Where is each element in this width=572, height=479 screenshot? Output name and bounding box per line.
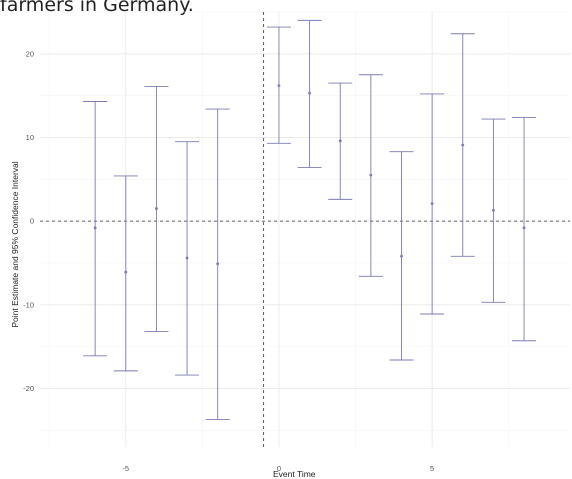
errorbar [420,93,445,315]
reference-lines [40,12,570,447]
errorbar [113,175,138,372]
errorbar [358,74,383,277]
point-estimate [461,143,465,147]
y-tick-label: -20 [23,384,34,393]
point-estimate [522,226,526,230]
x-tick-label: -5 [122,464,129,473]
point-estimate [369,173,373,177]
point-estimate [430,202,434,205]
errorbar [450,33,475,257]
point-estimate [400,254,403,258]
chart-marks [83,19,537,420]
point-estimate [492,208,495,212]
errorbar [481,118,506,303]
errorbar [328,82,353,200]
point-estimate [308,91,311,95]
y-tick-label: 20 [26,49,34,58]
y-axis-title: Point Estimate and 95% Confidence Interv… [10,161,20,327]
errorbar [389,151,414,361]
tick-labels: -5 0 5 -20 -10 0 10 20 [23,49,434,473]
point-estimate [216,262,220,266]
errorbar [266,26,291,144]
y-tick-label: 10 [26,133,34,142]
point-estimate [93,226,97,230]
errorbar [297,19,322,169]
y-tick-label: -10 [23,300,34,309]
x-tick-label: 0 [277,464,281,473]
errorbar [512,116,537,342]
point-estimate [155,207,158,210]
point-estimate [185,256,189,260]
point-estimate [277,84,281,88]
x-axis-title: Event Time [273,469,316,479]
grid [40,11,570,447]
point-estimate [338,139,342,143]
errorbar [144,86,169,333]
x-tick-label: 5 [430,464,434,473]
errorbar [83,101,108,357]
point-estimate [124,270,128,274]
errorbar [205,108,230,420]
errorbar [175,141,200,376]
y-tick-label: 0 [30,217,34,226]
